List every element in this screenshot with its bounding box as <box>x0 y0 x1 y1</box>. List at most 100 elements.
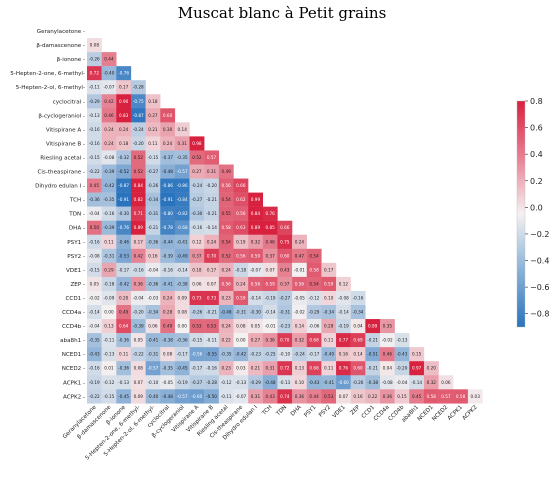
row-label: TDN - <box>68 212 85 218</box>
heatmap-cell <box>160 333 176 348</box>
heatmap-cell <box>130 122 146 137</box>
cell-value-label: 0.07 <box>265 267 275 272</box>
heatmap-cell <box>87 122 102 137</box>
cell-value-label: 0.37 <box>192 253 202 258</box>
heatmap-cell <box>423 375 439 390</box>
cell-value-label: 0.85 <box>265 225 275 230</box>
heatmap-cell <box>174 276 190 292</box>
heatmap-cell <box>145 234 161 249</box>
colorbar-tick-label: 0.4 <box>530 150 543 159</box>
heatmap-cell <box>145 319 161 334</box>
cell-value-label: 0.04 <box>383 366 393 371</box>
cell-value-label: 0.57 <box>207 155 217 160</box>
heatmap-cell <box>174 178 190 193</box>
cell-value-label: -0.08 <box>104 155 115 160</box>
cell-value-label: -0.27 <box>191 380 202 385</box>
heatmap-cell <box>204 220 220 235</box>
cell-value-label: 0.42 <box>134 253 144 258</box>
heatmap-cell <box>306 276 322 292</box>
cell-value-label: -0.17 <box>309 352 320 357</box>
heatmap-cell <box>277 305 293 320</box>
cell-value-label: 0.90 <box>119 99 129 104</box>
cell-value-label: 0.99 <box>251 197 261 202</box>
cell-value-label: -0.35 <box>177 155 188 160</box>
heatmap-cell <box>145 290 161 306</box>
heatmap-cell <box>116 80 132 95</box>
heatmap-cell <box>145 122 161 137</box>
cell-value-label: -0.12 <box>221 380 232 385</box>
heatmap-cell <box>174 290 190 306</box>
heatmap-cell <box>336 361 351 376</box>
heatmap-cell <box>116 290 132 306</box>
heatmap-cell <box>262 375 278 390</box>
row-label: Riesling acetal - <box>40 155 85 161</box>
heatmap-cell <box>218 248 234 264</box>
cell-value-label: -0.34 <box>148 197 159 202</box>
cell-value-label: 0.58 <box>427 394 437 399</box>
heatmap-cell <box>306 248 322 264</box>
row-label: PSY2 - <box>67 254 85 260</box>
heatmap-cell <box>174 319 190 334</box>
heatmap-cell <box>130 333 146 348</box>
cell-value-label: 0.46 <box>104 113 114 118</box>
cell-value-label: -0.37 <box>162 155 173 160</box>
cell-value-label: -0.80 <box>162 211 173 216</box>
cell-value-label: -0.39 <box>104 225 115 230</box>
heatmap-cell <box>189 305 205 320</box>
heatmap-cell <box>189 347 205 362</box>
cell-value-label: -0.24 <box>294 352 305 357</box>
cell-value-label: -0.14 <box>338 310 349 315</box>
cell-value-label: -0.86 <box>162 183 173 188</box>
heatmap-cell <box>204 347 220 362</box>
chart-title: Muscat blanc à Petit grains <box>178 4 387 22</box>
row-label: ZEP - <box>70 282 85 288</box>
heatmap-cell <box>336 305 351 320</box>
cell-value-label: -0.04 <box>133 295 144 300</box>
cell-value-label: -0.17 <box>177 352 188 357</box>
heatmap-cell <box>306 347 322 362</box>
heatmap-cell <box>116 319 132 334</box>
heatmap-cell <box>189 262 205 278</box>
heatmap-cell <box>145 192 161 207</box>
heatmap-cell <box>233 206 249 221</box>
cell-value-label: 0.00 <box>104 310 114 315</box>
heatmap-cell <box>204 305 220 320</box>
heatmap-cell <box>233 276 249 292</box>
cell-value-label: -0.28 <box>206 380 217 385</box>
heatmap-cell <box>101 94 117 109</box>
heatmap-cell <box>277 389 293 404</box>
heatmap-cell <box>116 262 132 278</box>
cell-value-label: -0.57 <box>177 394 188 399</box>
heatmap-cell <box>116 347 132 362</box>
cell-value-label: -0.23 <box>250 352 261 357</box>
heatmap-cell <box>233 234 249 249</box>
cell-value-label: 0.24 <box>295 239 305 244</box>
heatmap-cell <box>174 361 190 376</box>
cell-value-label: 0.42 <box>104 99 114 104</box>
heatmap-cell <box>101 234 117 249</box>
heatmap-cell <box>87 66 102 81</box>
cell-value-label: -0.10 <box>279 352 290 357</box>
heatmap-cell <box>87 94 102 109</box>
cell-value-label: 0.17 <box>134 239 144 244</box>
heatmap-cell <box>101 108 117 123</box>
cell-value-label: 0.31 <box>251 394 261 399</box>
cell-value-label: 0.04 <box>353 324 363 329</box>
row-label: NCED1 - <box>62 352 85 358</box>
heatmap-cell <box>116 248 132 264</box>
colorbar-tick-label: −0.6 <box>530 283 549 292</box>
heatmap-cell <box>189 150 205 165</box>
heatmap-cell <box>262 206 278 221</box>
cell-value-label: 0.59 <box>324 281 334 286</box>
cell-value-label: -0.16 <box>133 267 144 272</box>
cell-value-label: 0.31 <box>265 366 275 371</box>
heatmap-cell <box>350 375 366 390</box>
cell-value-label: 0.08 <box>90 43 100 48</box>
cell-value-label: 0.14 <box>295 324 305 329</box>
heatmap-cell <box>248 192 263 207</box>
cell-value-label: 0.24 <box>104 141 114 146</box>
cell-value-label: -0.82 <box>177 211 188 216</box>
cell-value-label: -0.45 <box>118 394 129 399</box>
heatmap-cell <box>87 333 102 348</box>
heatmap-cell <box>87 319 102 334</box>
